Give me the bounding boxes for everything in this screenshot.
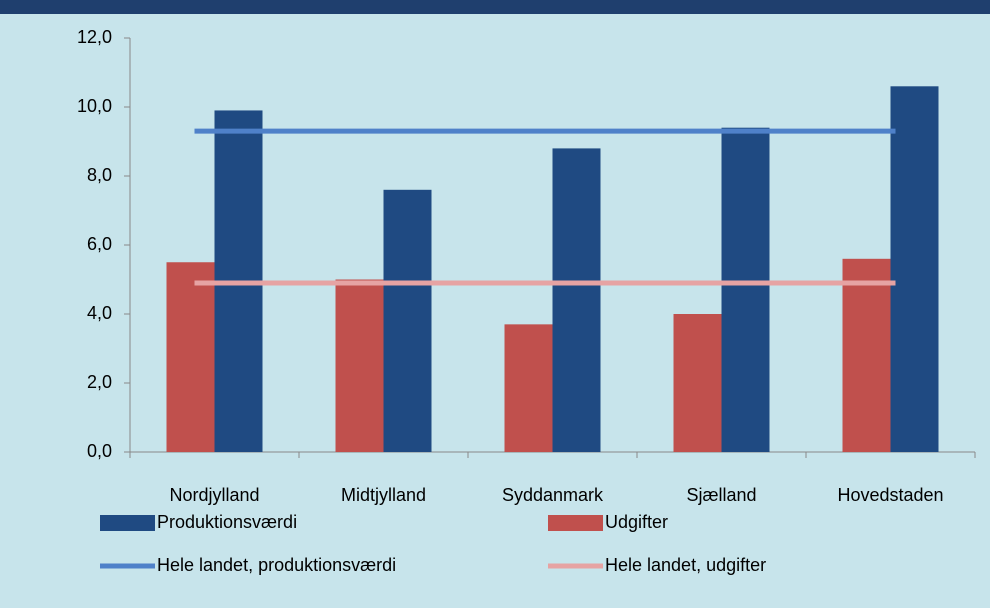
header-band — [0, 0, 990, 14]
y-tick-label: 8,0 — [87, 165, 112, 185]
legend-label: Udgifter — [605, 512, 668, 532]
y-tick-label: 0,0 — [87, 441, 112, 461]
y-tick-label: 12,0 — [77, 27, 112, 47]
x-tick-label: Syddanmark — [502, 485, 604, 505]
legend-label: Hele landet, produktionsværdi — [157, 555, 396, 575]
bar — [890, 86, 939, 453]
x-tick-label: Midtjylland — [341, 485, 426, 505]
bar — [842, 258, 891, 452]
legend-swatch — [548, 515, 603, 531]
bar — [504, 324, 553, 452]
bar — [552, 148, 601, 452]
bar — [721, 127, 770, 452]
x-tick-label: Sjælland — [686, 485, 756, 505]
y-tick-label: 6,0 — [87, 234, 112, 254]
bar — [166, 262, 215, 452]
bar — [673, 314, 722, 452]
bar — [383, 189, 432, 453]
legend-label: Hele landet, udgifter — [605, 555, 766, 575]
y-tick-label: 2,0 — [87, 372, 112, 392]
bar — [335, 279, 384, 452]
x-tick-label: Nordjylland — [169, 485, 259, 505]
legend-label: Produktionsværdi — [157, 512, 297, 532]
y-tick-label: 4,0 — [87, 303, 112, 323]
legend-swatch — [100, 515, 155, 531]
y-tick-label: 10,0 — [77, 96, 112, 116]
x-tick-label: Hovedstaden — [837, 485, 943, 505]
